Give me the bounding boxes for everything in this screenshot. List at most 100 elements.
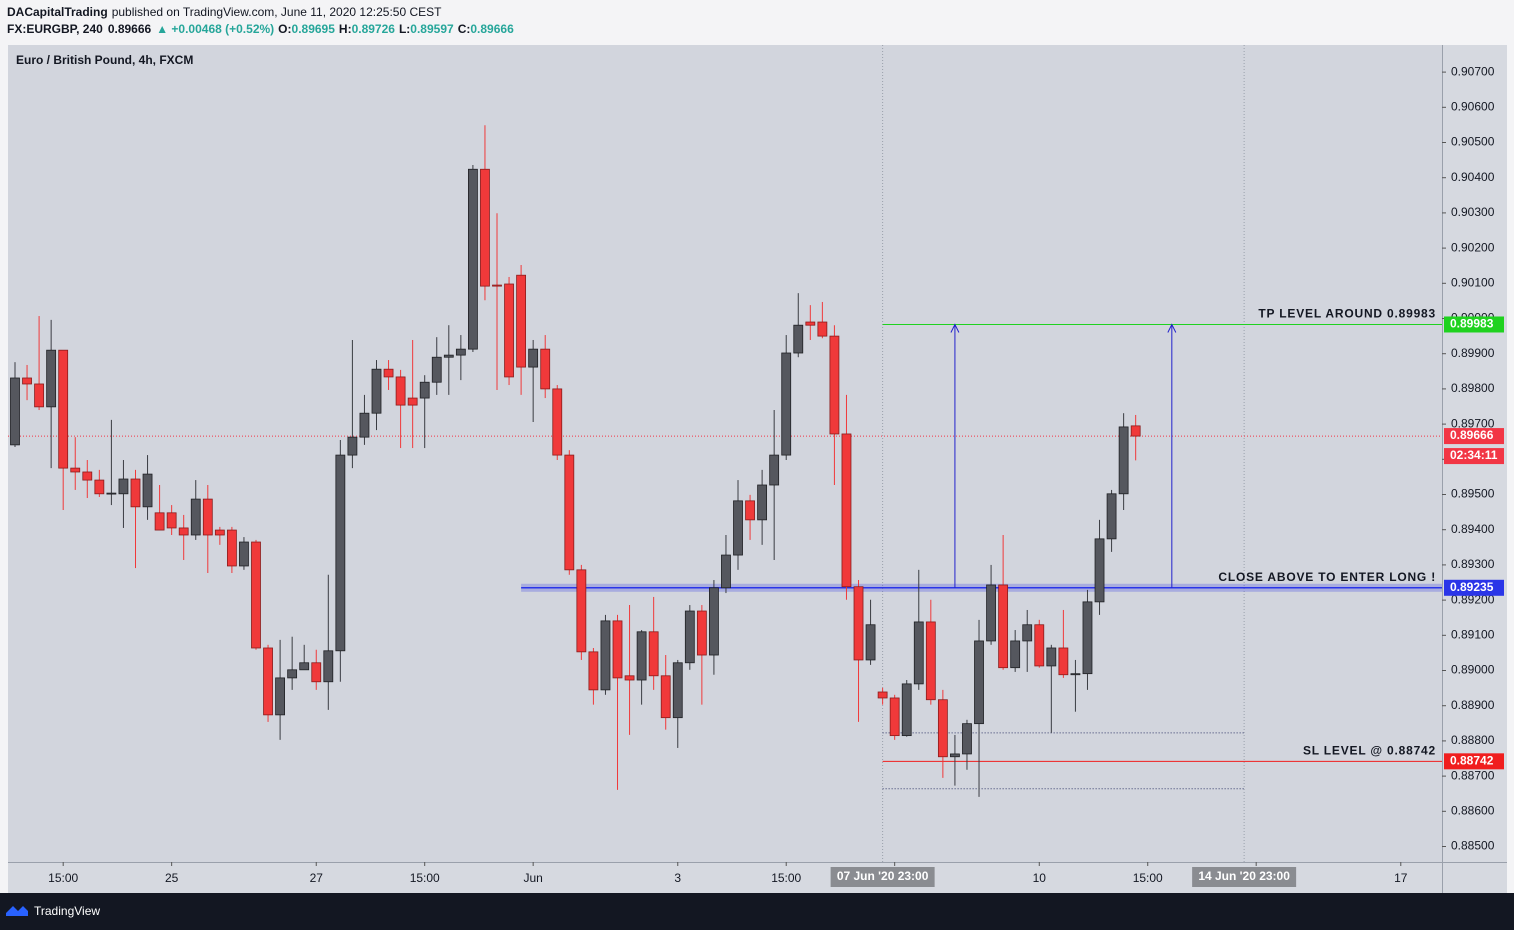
candle-body [672, 662, 683, 719]
candle-body [757, 484, 768, 521]
level-tag-box [1444, 316, 1504, 333]
ohlc-value: 0.89597 [410, 22, 454, 36]
candle-body [287, 669, 298, 679]
candle-body [263, 647, 273, 716]
candle-body [600, 620, 611, 691]
price-axis-background [1442, 45, 1507, 893]
candle-body [58, 349, 69, 469]
y-tick-label: 0.90400 [1451, 170, 1495, 184]
candle-body [889, 697, 900, 737]
candle-body [986, 584, 996, 642]
candle-body [841, 433, 852, 588]
y-tick-label: 0.88900 [1451, 698, 1495, 712]
chart-title: Euro / British Pound, 4h, FXCM [16, 53, 193, 67]
candle-body [46, 349, 57, 408]
y-tick-label: 0.89100 [1451, 627, 1495, 641]
footer-bar [0, 893, 1514, 930]
x-tick-label: 17 [1394, 871, 1408, 885]
candle-body [239, 541, 249, 567]
candle-body [540, 348, 551, 390]
candle-body [480, 168, 490, 287]
candle-body [1082, 601, 1093, 675]
ohlc-value: 0.89695 [292, 22, 336, 36]
candle-body [648, 631, 659, 677]
y-tick-label: 0.88600 [1451, 803, 1495, 817]
candle-body [1058, 647, 1069, 676]
last-price: 0.89666 [108, 22, 152, 36]
change: ▲ +0.00468 (+0.52%) [156, 22, 274, 36]
candle-body [817, 321, 828, 337]
candle-body [925, 621, 936, 701]
candle-body [251, 541, 261, 649]
candle-body [154, 512, 165, 531]
candle-body [745, 500, 755, 521]
candle-body [721, 554, 731, 589]
candle-body [1022, 624, 1033, 642]
candle-body [937, 699, 948, 758]
brand: TradingView [34, 904, 100, 918]
candle-body [492, 284, 502, 287]
y-tick-label: 0.90600 [1451, 99, 1495, 113]
symbol-line: FX:EURGBP, 240 0.89666 ▲ +0.00468 (+0.52%)… [7, 22, 514, 36]
ohlc-value: 0.89726 [352, 22, 396, 36]
candle-body [624, 675, 635, 681]
candle-body [142, 473, 153, 508]
candle-body [70, 467, 81, 473]
x-tick-label: 15:00 [1133, 871, 1163, 885]
level-tag-box [1444, 579, 1504, 596]
range-label-box [830, 867, 935, 887]
candle-body [178, 527, 189, 536]
candle-body [214, 529, 225, 536]
published: published on TradingView.com, June 11, 2… [112, 5, 442, 19]
ohlc-label: O: [278, 22, 291, 36]
x-tick-label: 3 [674, 871, 681, 885]
candle-body [347, 436, 358, 456]
candle-body [383, 368, 394, 378]
candle-body [877, 691, 888, 699]
candle-body [974, 640, 984, 725]
candle-body [82, 471, 93, 481]
y-tick-label: 0.90700 [1451, 64, 1495, 78]
candle-body [395, 376, 406, 406]
candle-body [359, 412, 370, 438]
candle-body [202, 498, 213, 536]
y-tick-label: 0.90200 [1451, 240, 1495, 254]
range-label: 14 Jun '20 23:00 [1198, 869, 1290, 883]
candle-body [564, 454, 575, 571]
candle-body [106, 492, 117, 495]
arrow-head [950, 323, 960, 333]
candle-body [1106, 493, 1117, 540]
candle-body [431, 356, 442, 383]
x-tick-label: 10 [1033, 871, 1047, 885]
candle-body [118, 478, 129, 495]
candle-body [130, 478, 141, 508]
candle-body [528, 348, 539, 368]
level-tag-label: 0.88742 [1450, 753, 1494, 767]
candle-body [793, 324, 804, 354]
candle-body [10, 377, 20, 446]
candle-body [335, 454, 346, 652]
candle-body [226, 529, 237, 567]
candle-body [1070, 673, 1081, 676]
candle-body [696, 610, 707, 656]
candle-body [311, 662, 322, 683]
candle-body [636, 631, 647, 681]
candle-body [443, 354, 454, 358]
candle-body [901, 683, 912, 737]
level-label: SL LEVEL @ 0.88742 [1303, 743, 1436, 757]
candle-body [950, 753, 960, 758]
range-label-box [1192, 867, 1297, 887]
level-label: CLOSE ABOVE TO ENTER LONG ! [1218, 570, 1436, 584]
candle-body [504, 283, 514, 378]
last-price-tag-label: 0.89666 [1450, 428, 1494, 442]
candle-body [805, 321, 816, 326]
x-tick-label: 25 [165, 871, 179, 885]
brand-logo [6, 906, 28, 916]
y-tick-label: 0.88700 [1451, 768, 1495, 782]
ohlc-label: H: [339, 22, 352, 36]
y-tick-label: 0.88500 [1451, 839, 1495, 853]
candle-body [588, 651, 599, 691]
level-label: TP LEVEL AROUND 0.89983 [1258, 307, 1436, 321]
symbol: FX:EURGBP, 240 [7, 22, 103, 36]
y-tick-label: 0.88800 [1451, 733, 1495, 747]
